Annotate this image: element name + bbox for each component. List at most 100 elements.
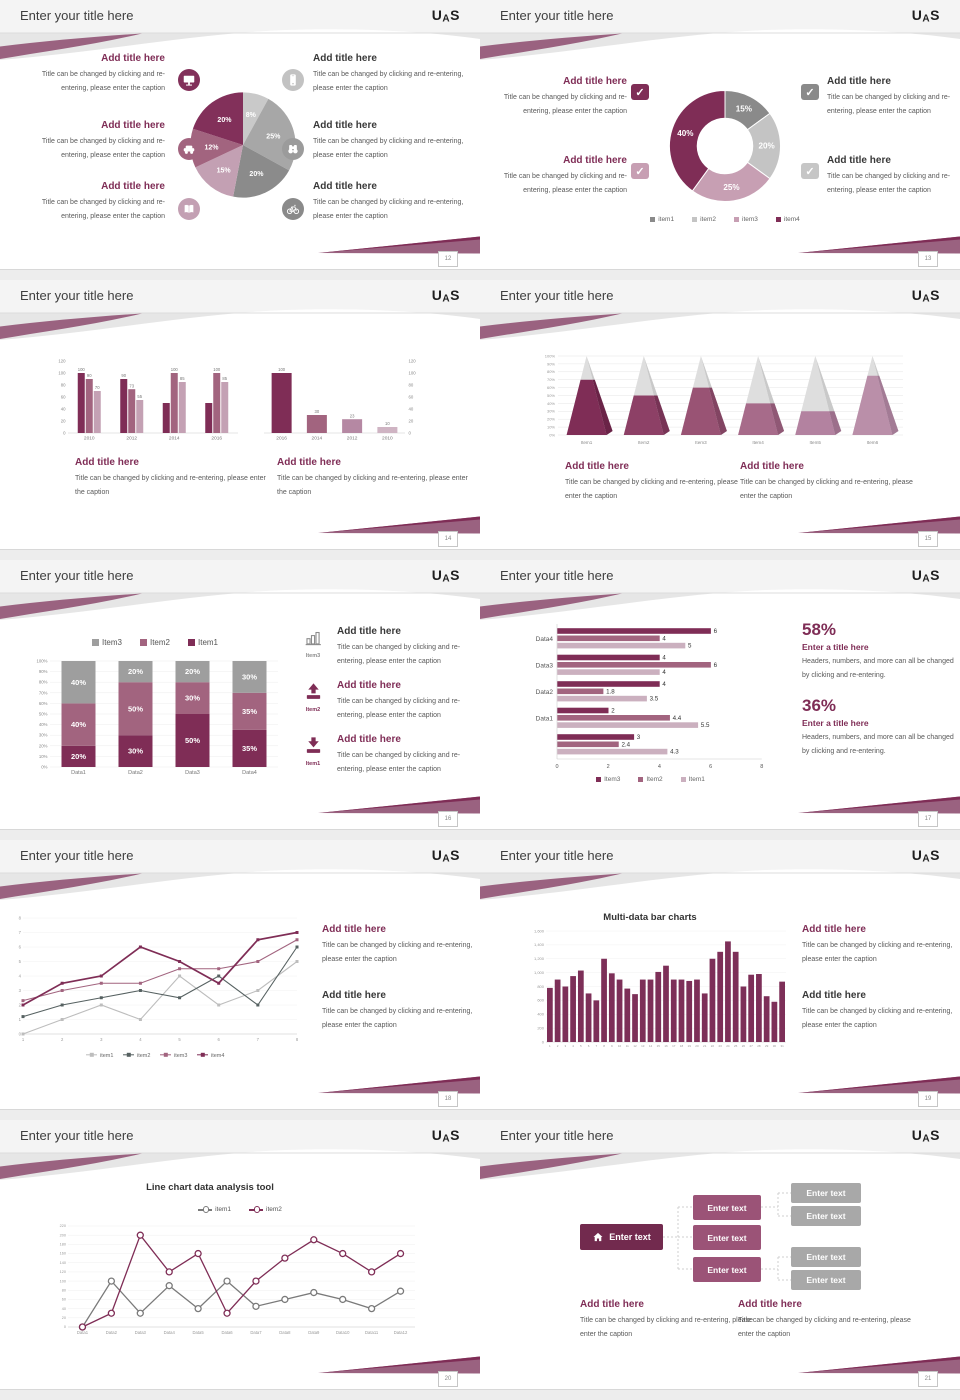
svg-text:90%: 90% [547, 361, 555, 366]
svg-text:40%: 40% [677, 129, 694, 138]
svg-text:1: 1 [549, 1044, 551, 1048]
slide-19[interactable]: Enter your title here UAS Multi-data bar… [480, 840, 960, 1120]
svg-text:Data6: Data6 [221, 1330, 233, 1335]
svg-text:0: 0 [19, 1031, 22, 1036]
svg-text:60: 60 [61, 395, 66, 400]
svg-text:29: 29 [765, 1044, 769, 1048]
block-caption: Title can be changed by clicking and re-… [565, 479, 738, 501]
svg-text:10: 10 [618, 1044, 622, 1048]
svg-text:Data3: Data3 [536, 663, 554, 670]
svg-text:Item2: Item2 [638, 440, 650, 445]
uas-logo: UAS [911, 7, 940, 25]
org-leaf-node[interactable]: Enter text [791, 1270, 861, 1290]
svg-text:40: 40 [62, 1307, 66, 1311]
block-title: Add title here [827, 155, 891, 166]
block-title: Add title here [565, 461, 629, 472]
horizontal-bar-chart: 0 2 4 6 8 Data4 6 4 5 Data3 4 6 4 Data2 4 1.8 3.5 Data1 2 4… [536, 624, 763, 770]
uas-logo: UAS [911, 567, 940, 585]
svg-text:6: 6 [19, 944, 22, 949]
svg-text:15: 15 [657, 1044, 661, 1048]
org-mid-node[interactable]: Enter text [693, 1257, 761, 1282]
svg-text:20%: 20% [249, 171, 264, 178]
svg-text:400: 400 [537, 1012, 544, 1017]
svg-text:6: 6 [714, 662, 718, 669]
svg-text:2010: 2010 [84, 436, 95, 442]
svg-text:0: 0 [63, 431, 66, 436]
svg-text:23: 23 [719, 1044, 723, 1048]
svg-text:160: 160 [60, 1252, 66, 1256]
svg-text:11: 11 [626, 1044, 629, 1048]
org-leaf-node[interactable]: Enter text [791, 1183, 861, 1203]
svg-text:1: 1 [22, 1037, 25, 1042]
svg-text:800: 800 [537, 984, 544, 989]
svg-text:80%: 80% [547, 369, 555, 374]
slide-17[interactable]: Enter your title here UAS 0 2 4 6 8 Data4 6 4 5 D… [480, 560, 960, 840]
monitor-icon [178, 69, 200, 91]
svg-text:10: 10 [385, 421, 390, 426]
svg-text:4: 4 [662, 635, 666, 642]
org-mid-node[interactable]: Enter text [693, 1225, 761, 1250]
svg-text:17: 17 [672, 1044, 676, 1048]
svg-text:40: 40 [409, 407, 414, 412]
svg-text:7: 7 [19, 930, 22, 935]
svg-text:20%: 20% [759, 142, 776, 151]
org-leaf-node[interactable]: Enter text [791, 1247, 861, 1267]
svg-text:3: 3 [637, 734, 641, 741]
svg-text:90: 90 [121, 373, 126, 378]
svg-text:30%: 30% [39, 733, 48, 738]
svg-text:200: 200 [537, 1025, 544, 1030]
page-number: 18 [438, 1091, 458, 1107]
block-caption: Title can be changed by clicking and re-… [503, 94, 627, 116]
slide-16[interactable]: Enter your title here UAS Item3 Item2 Item… [0, 560, 480, 840]
org-leaf-node[interactable]: Enter text [791, 1206, 861, 1226]
block-title: Add title here [101, 120, 165, 131]
svg-text:22: 22 [711, 1044, 715, 1048]
block-caption: Title can be changed by clicking and re-… [827, 94, 951, 116]
slide-12[interactable]: Enter your title here UAS 8% 25% 20% 15% 12%… [0, 0, 480, 280]
slide-21[interactable]: Enter your title here UAS Enter text Ent… [480, 1120, 960, 1400]
svg-text:30: 30 [315, 409, 320, 414]
block-caption: Title can be changed by clicking and re-… [41, 199, 165, 221]
svg-text:40%: 40% [39, 722, 48, 727]
svg-text:12: 12 [633, 1044, 637, 1048]
svg-text:80%: 80% [39, 680, 48, 685]
block-caption: Title can be changed by clicking and re-… [322, 1008, 473, 1030]
slide-20[interactable]: Enter your title here UAS Line chart dat… [0, 1120, 480, 1400]
svg-text:100: 100 [409, 371, 417, 376]
page-number: 20 [438, 1371, 458, 1387]
svg-text:2: 2 [61, 1037, 64, 1042]
svg-text:7: 7 [595, 1044, 597, 1048]
svg-text:30%: 30% [185, 694, 200, 703]
block-title: Add title here [337, 680, 401, 691]
slide-13[interactable]: Enter your title here UAS 15% 20% 25% 40% i… [480, 0, 960, 280]
org-root-node[interactable]: Enter text [580, 1224, 663, 1250]
svg-text:Data3: Data3 [185, 770, 200, 776]
slide-14[interactable]: Enter your title here UAS 0 20 40 60 80 100 12… [0, 280, 480, 560]
svg-text:85: 85 [180, 376, 185, 381]
svg-text:item2: item2 [137, 1053, 150, 1059]
svg-text:55: 55 [137, 394, 142, 399]
stat-title: Enter a title here [802, 718, 869, 728]
node-label: Enter text [806, 1211, 846, 1221]
svg-text:item4: item4 [211, 1053, 224, 1059]
svg-text:5: 5 [178, 1037, 181, 1042]
svg-text:20%: 20% [185, 667, 200, 676]
svg-text:Data5: Data5 [193, 1330, 205, 1335]
block-title: Add title here [740, 461, 804, 472]
block-caption: Title can be changed by clicking and re-… [313, 138, 464, 160]
slide-15[interactable]: Enter your title here UAS 0% 10% 20% 30% 40%… [480, 280, 960, 560]
svg-text:0: 0 [409, 431, 412, 436]
svg-text:item3: item3 [174, 1053, 187, 1059]
svg-text:25%: 25% [723, 183, 740, 192]
stacked-bar-chart: 0% 10% 20% 30% 40% 50% 60% 70% 80% 90% 100% Data1 20… [37, 659, 278, 776]
svg-text:27: 27 [749, 1044, 753, 1048]
node-label: Enter text [806, 1188, 846, 1198]
svg-text:Data1: Data1 [536, 716, 554, 723]
block-title: Add title here [101, 53, 165, 64]
slide-title: Enter your title here [500, 848, 614, 863]
svg-text:20: 20 [409, 419, 414, 424]
svg-text:3: 3 [565, 1044, 567, 1048]
org-mid-node[interactable]: Enter text [693, 1195, 761, 1220]
